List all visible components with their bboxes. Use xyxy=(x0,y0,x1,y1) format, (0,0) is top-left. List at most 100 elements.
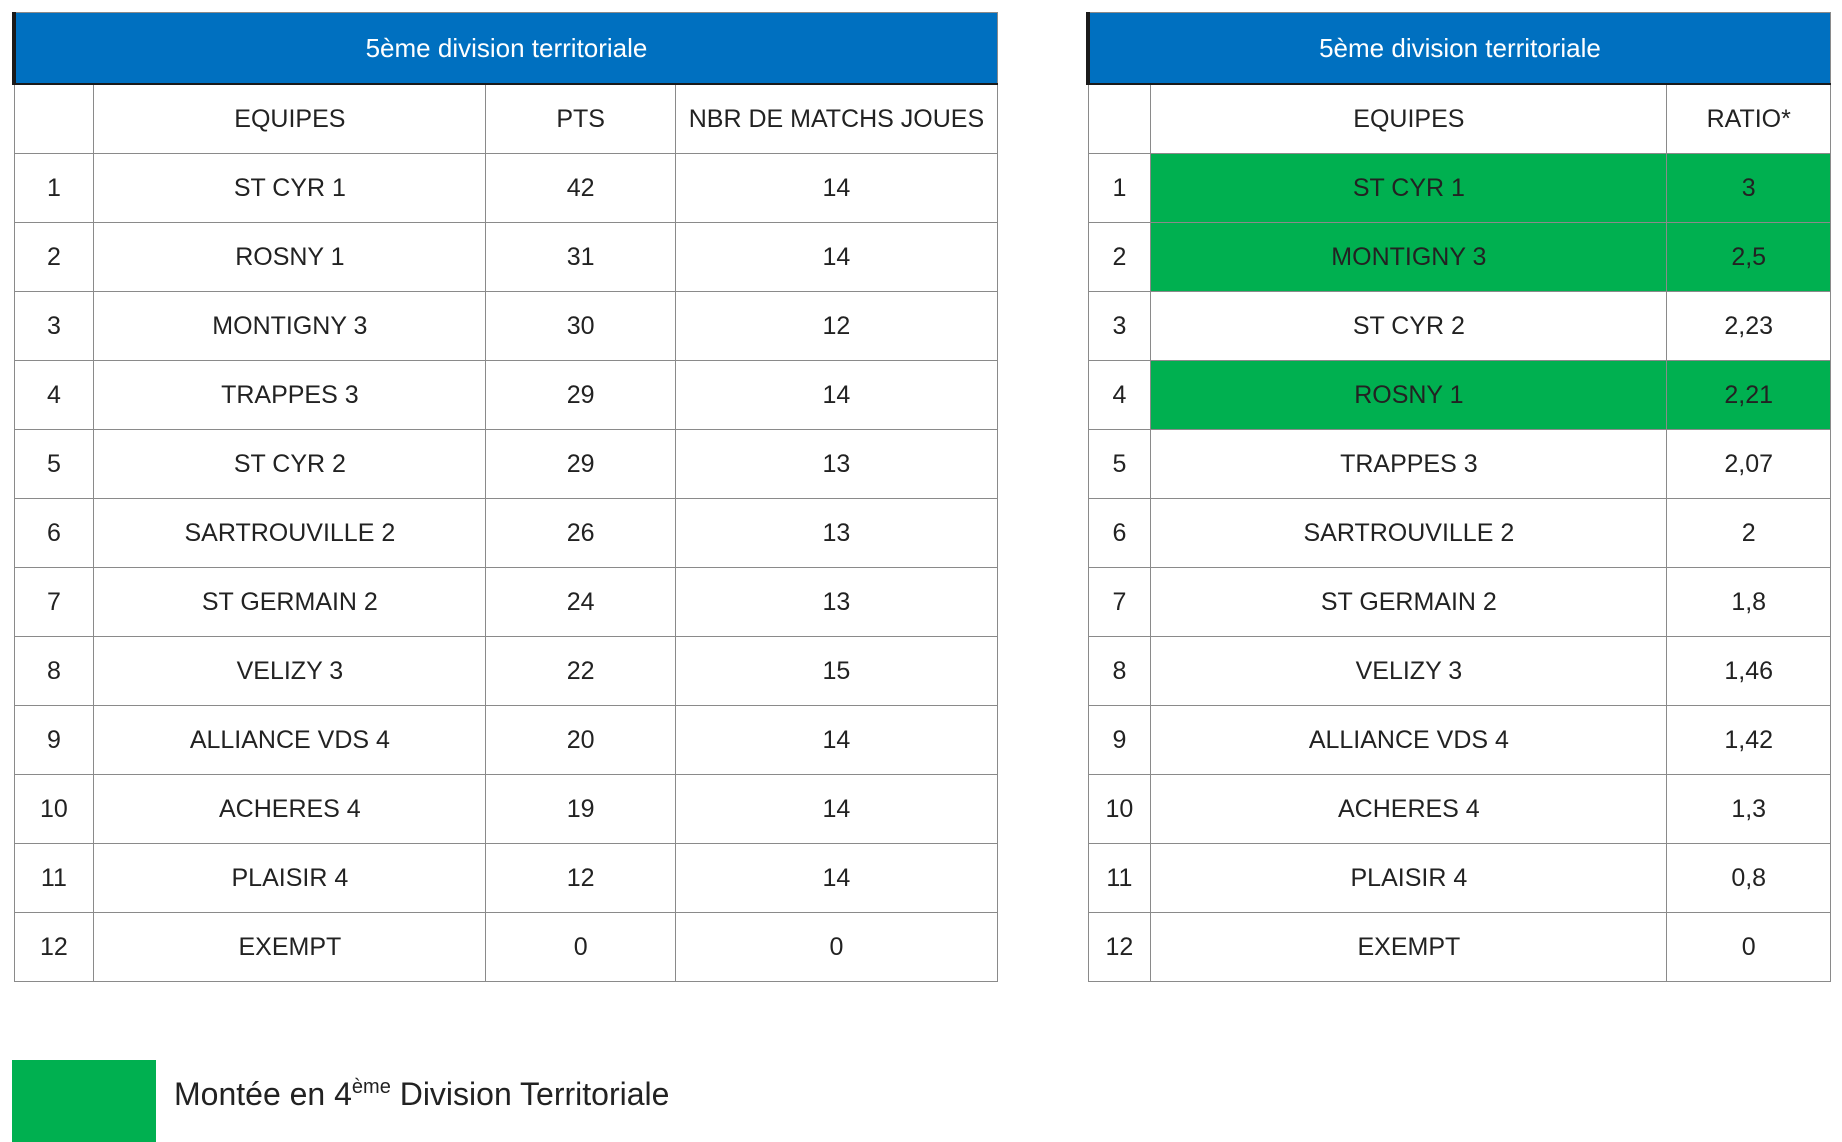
team-cell: VELIZY 3 xyxy=(93,636,487,706)
team-cell: SARTROUVILLE 2 xyxy=(93,498,487,568)
table-title: 5ème division territoriale xyxy=(1086,12,1831,85)
column-header: PTS xyxy=(485,83,676,154)
ratio-cell: 1,42 xyxy=(1666,705,1831,775)
matches-cell: 13 xyxy=(674,429,999,499)
rank-cell: 10 xyxy=(13,774,95,844)
legend-text-before: Montée en 4 xyxy=(174,1076,352,1112)
points-cell: 31 xyxy=(485,222,676,292)
rank-cell: 6 xyxy=(1087,498,1152,568)
table-header-row: EQUIPES PTS NBR DE MATCHS JOUES xyxy=(13,83,999,154)
matches-cell: 14 xyxy=(674,843,999,913)
rank-cell: 8 xyxy=(13,636,95,706)
legend-swatch-promotion xyxy=(12,1060,156,1142)
rank-cell: 9 xyxy=(13,705,95,775)
table-row: 12 EXEMPT 0 0 xyxy=(13,912,999,982)
points-cell: 29 xyxy=(485,429,676,499)
table-row: 4 ROSNY 1 2,21 xyxy=(1087,360,1831,430)
rank-cell: 2 xyxy=(1087,222,1152,292)
rank-cell: 4 xyxy=(13,360,95,430)
team-cell: ROSNY 1 xyxy=(1150,360,1668,430)
ratio-cell: 2,07 xyxy=(1666,429,1831,499)
ratio-cell: 1,46 xyxy=(1666,636,1831,706)
matches-cell: 13 xyxy=(674,498,999,568)
table-row: 3 MONTIGNY 3 30 12 xyxy=(13,291,999,361)
rank-cell: 4 xyxy=(1087,360,1152,430)
rank-cell: 2 xyxy=(13,222,95,292)
team-cell: ROSNY 1 xyxy=(93,222,487,292)
legend-label: Montée en 4ème Division Territoriale xyxy=(174,1076,669,1113)
team-cell: PLAISIR 4 xyxy=(1150,843,1668,913)
team-cell: SARTROUVILLE 2 xyxy=(1150,498,1668,568)
team-cell: ALLIANCE VDS 4 xyxy=(1150,705,1668,775)
team-cell: VELIZY 3 xyxy=(1150,636,1668,706)
standings-table-ratio: 5ème division territoriale EQUIPES RATIO*… xyxy=(1086,12,1831,982)
rank-cell: 9 xyxy=(1087,705,1152,775)
rank-cell: 10 xyxy=(1087,774,1152,844)
points-cell: 0 xyxy=(485,912,676,982)
table-row: 2 MONTIGNY 3 2,5 xyxy=(1087,222,1831,292)
table-row: 12 EXEMPT 0 xyxy=(1087,912,1831,982)
points-cell: 20 xyxy=(485,705,676,775)
standings-table-points: 5ème division territoriale EQUIPES PTS NBR… xyxy=(12,12,999,982)
rank-cell: 1 xyxy=(13,153,95,223)
team-cell: ST CYR 2 xyxy=(1150,291,1668,361)
table-row: 9 ALLIANCE VDS 4 20 14 xyxy=(13,705,999,775)
ratio-cell: 0,8 xyxy=(1666,843,1831,913)
team-cell: ST CYR 1 xyxy=(93,153,487,223)
team-cell: MONTIGNY 3 xyxy=(1150,222,1668,292)
ratio-cell: 2 xyxy=(1666,498,1831,568)
column-header: NBR DE MATCHS JOUES xyxy=(674,83,999,154)
table-row: 4 TRAPPES 3 29 14 xyxy=(13,360,999,430)
team-cell: PLAISIR 4 xyxy=(93,843,487,913)
table-row: 8 VELIZY 3 22 15 xyxy=(13,636,999,706)
matches-cell: 14 xyxy=(674,360,999,430)
team-cell: TRAPPES 3 xyxy=(93,360,487,430)
rank-cell: 8 xyxy=(1087,636,1152,706)
points-cell: 29 xyxy=(485,360,676,430)
team-cell: ACHERES 4 xyxy=(1150,774,1668,844)
matches-cell: 14 xyxy=(674,153,999,223)
table-row: 7 ST GERMAIN 2 1,8 xyxy=(1087,567,1831,637)
table-row: 11 PLAISIR 4 0,8 xyxy=(1087,843,1831,913)
team-cell: ST GERMAIN 2 xyxy=(1150,567,1668,637)
ratio-cell: 1,8 xyxy=(1666,567,1831,637)
legend-superscript: ème xyxy=(351,1076,391,1098)
column-header xyxy=(13,83,95,154)
table-row: 10 ACHERES 4 1,3 xyxy=(1087,774,1831,844)
rank-cell: 12 xyxy=(13,912,95,982)
column-header xyxy=(1087,83,1152,154)
rank-cell: 3 xyxy=(1087,291,1152,361)
ratio-cell: 3 xyxy=(1666,153,1831,223)
rank-cell: 11 xyxy=(13,843,95,913)
team-cell: ST CYR 2 xyxy=(93,429,487,499)
table-title: 5ème division territoriale xyxy=(12,12,998,85)
points-cell: 24 xyxy=(485,567,676,637)
rank-cell: 7 xyxy=(1087,567,1152,637)
table-row: 10 ACHERES 4 19 14 xyxy=(13,774,999,844)
team-cell: ACHERES 4 xyxy=(93,774,487,844)
points-cell: 12 xyxy=(485,843,676,913)
matches-cell: 0 xyxy=(674,912,999,982)
table-header-row: EQUIPES RATIO* xyxy=(1087,83,1831,154)
team-cell: ST CYR 1 xyxy=(1150,153,1668,223)
rank-cell: 5 xyxy=(1087,429,1152,499)
column-header: EQUIPES xyxy=(93,83,487,154)
table-row: 9 ALLIANCE VDS 4 1,42 xyxy=(1087,705,1831,775)
ratio-cell: 0 xyxy=(1666,912,1831,982)
rank-cell: 7 xyxy=(13,567,95,637)
ratio-cell: 1,3 xyxy=(1666,774,1831,844)
points-cell: 42 xyxy=(485,153,676,223)
points-cell: 22 xyxy=(485,636,676,706)
table-row: 2 ROSNY 1 31 14 xyxy=(13,222,999,292)
table-row: 11 PLAISIR 4 12 14 xyxy=(13,843,999,913)
team-cell: EXEMPT xyxy=(1150,912,1668,982)
rank-cell: 3 xyxy=(13,291,95,361)
team-cell: ST GERMAIN 2 xyxy=(93,567,487,637)
table-row: 5 ST CYR 2 29 13 xyxy=(13,429,999,499)
table-row: 1 ST CYR 1 42 14 xyxy=(13,153,999,223)
rank-cell: 5 xyxy=(13,429,95,499)
rank-cell: 6 xyxy=(13,498,95,568)
table-row: 8 VELIZY 3 1,46 xyxy=(1087,636,1831,706)
